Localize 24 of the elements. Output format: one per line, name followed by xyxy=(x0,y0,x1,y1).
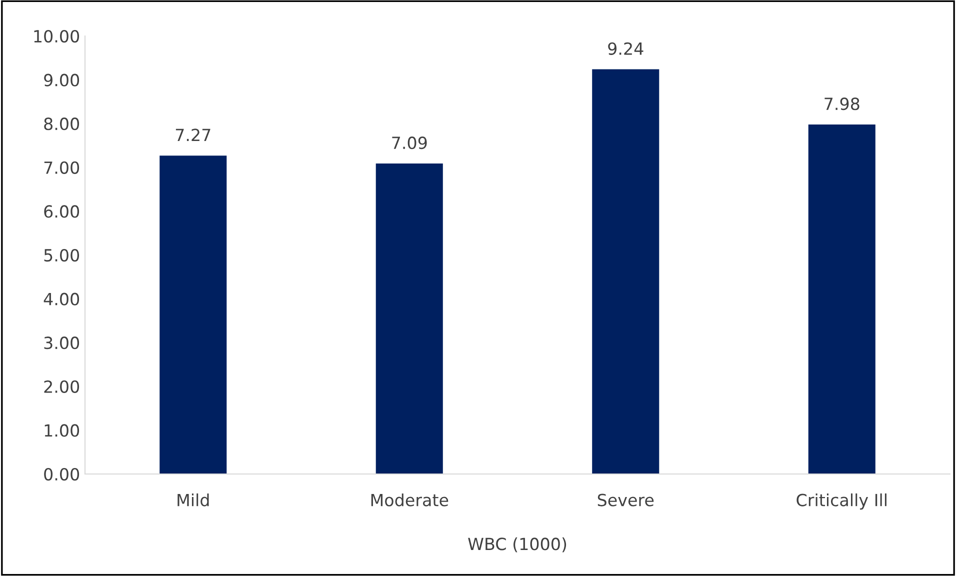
y-tick-label: 8.00 xyxy=(44,118,80,130)
x-tick-label: Critically Ill xyxy=(796,493,886,510)
y-tick-label: 5.00 xyxy=(44,248,80,262)
bar xyxy=(376,163,443,474)
bar xyxy=(160,156,227,474)
x-tick-label: Mild xyxy=(178,493,209,506)
x-tick-label: Severe xyxy=(598,494,654,506)
y-tick-label: 3.00 xyxy=(44,336,80,350)
bar xyxy=(592,69,660,474)
y-tick-label: 6.00 xyxy=(44,205,80,218)
y-tick-label: 2.00 xyxy=(44,380,80,393)
y-tick-label: 1.00 xyxy=(44,424,80,437)
data-label: 7.27 xyxy=(176,128,210,141)
x-tick-label: Moderate xyxy=(371,493,448,506)
x-axis-title: WBC (1000) xyxy=(468,537,566,552)
bar xyxy=(808,124,876,474)
data-label: 7.98 xyxy=(824,98,860,110)
data-label: 7.09 xyxy=(392,136,427,150)
data-label: 9.24 xyxy=(608,42,644,55)
y-tick-label: 0.00 xyxy=(44,468,80,481)
y-tick-label: 10.00 xyxy=(34,30,80,43)
y-tick-label: 7.00 xyxy=(44,161,80,174)
y-tick-label: 4.00 xyxy=(44,292,80,306)
y-tick-label: 9.00 xyxy=(44,74,80,86)
